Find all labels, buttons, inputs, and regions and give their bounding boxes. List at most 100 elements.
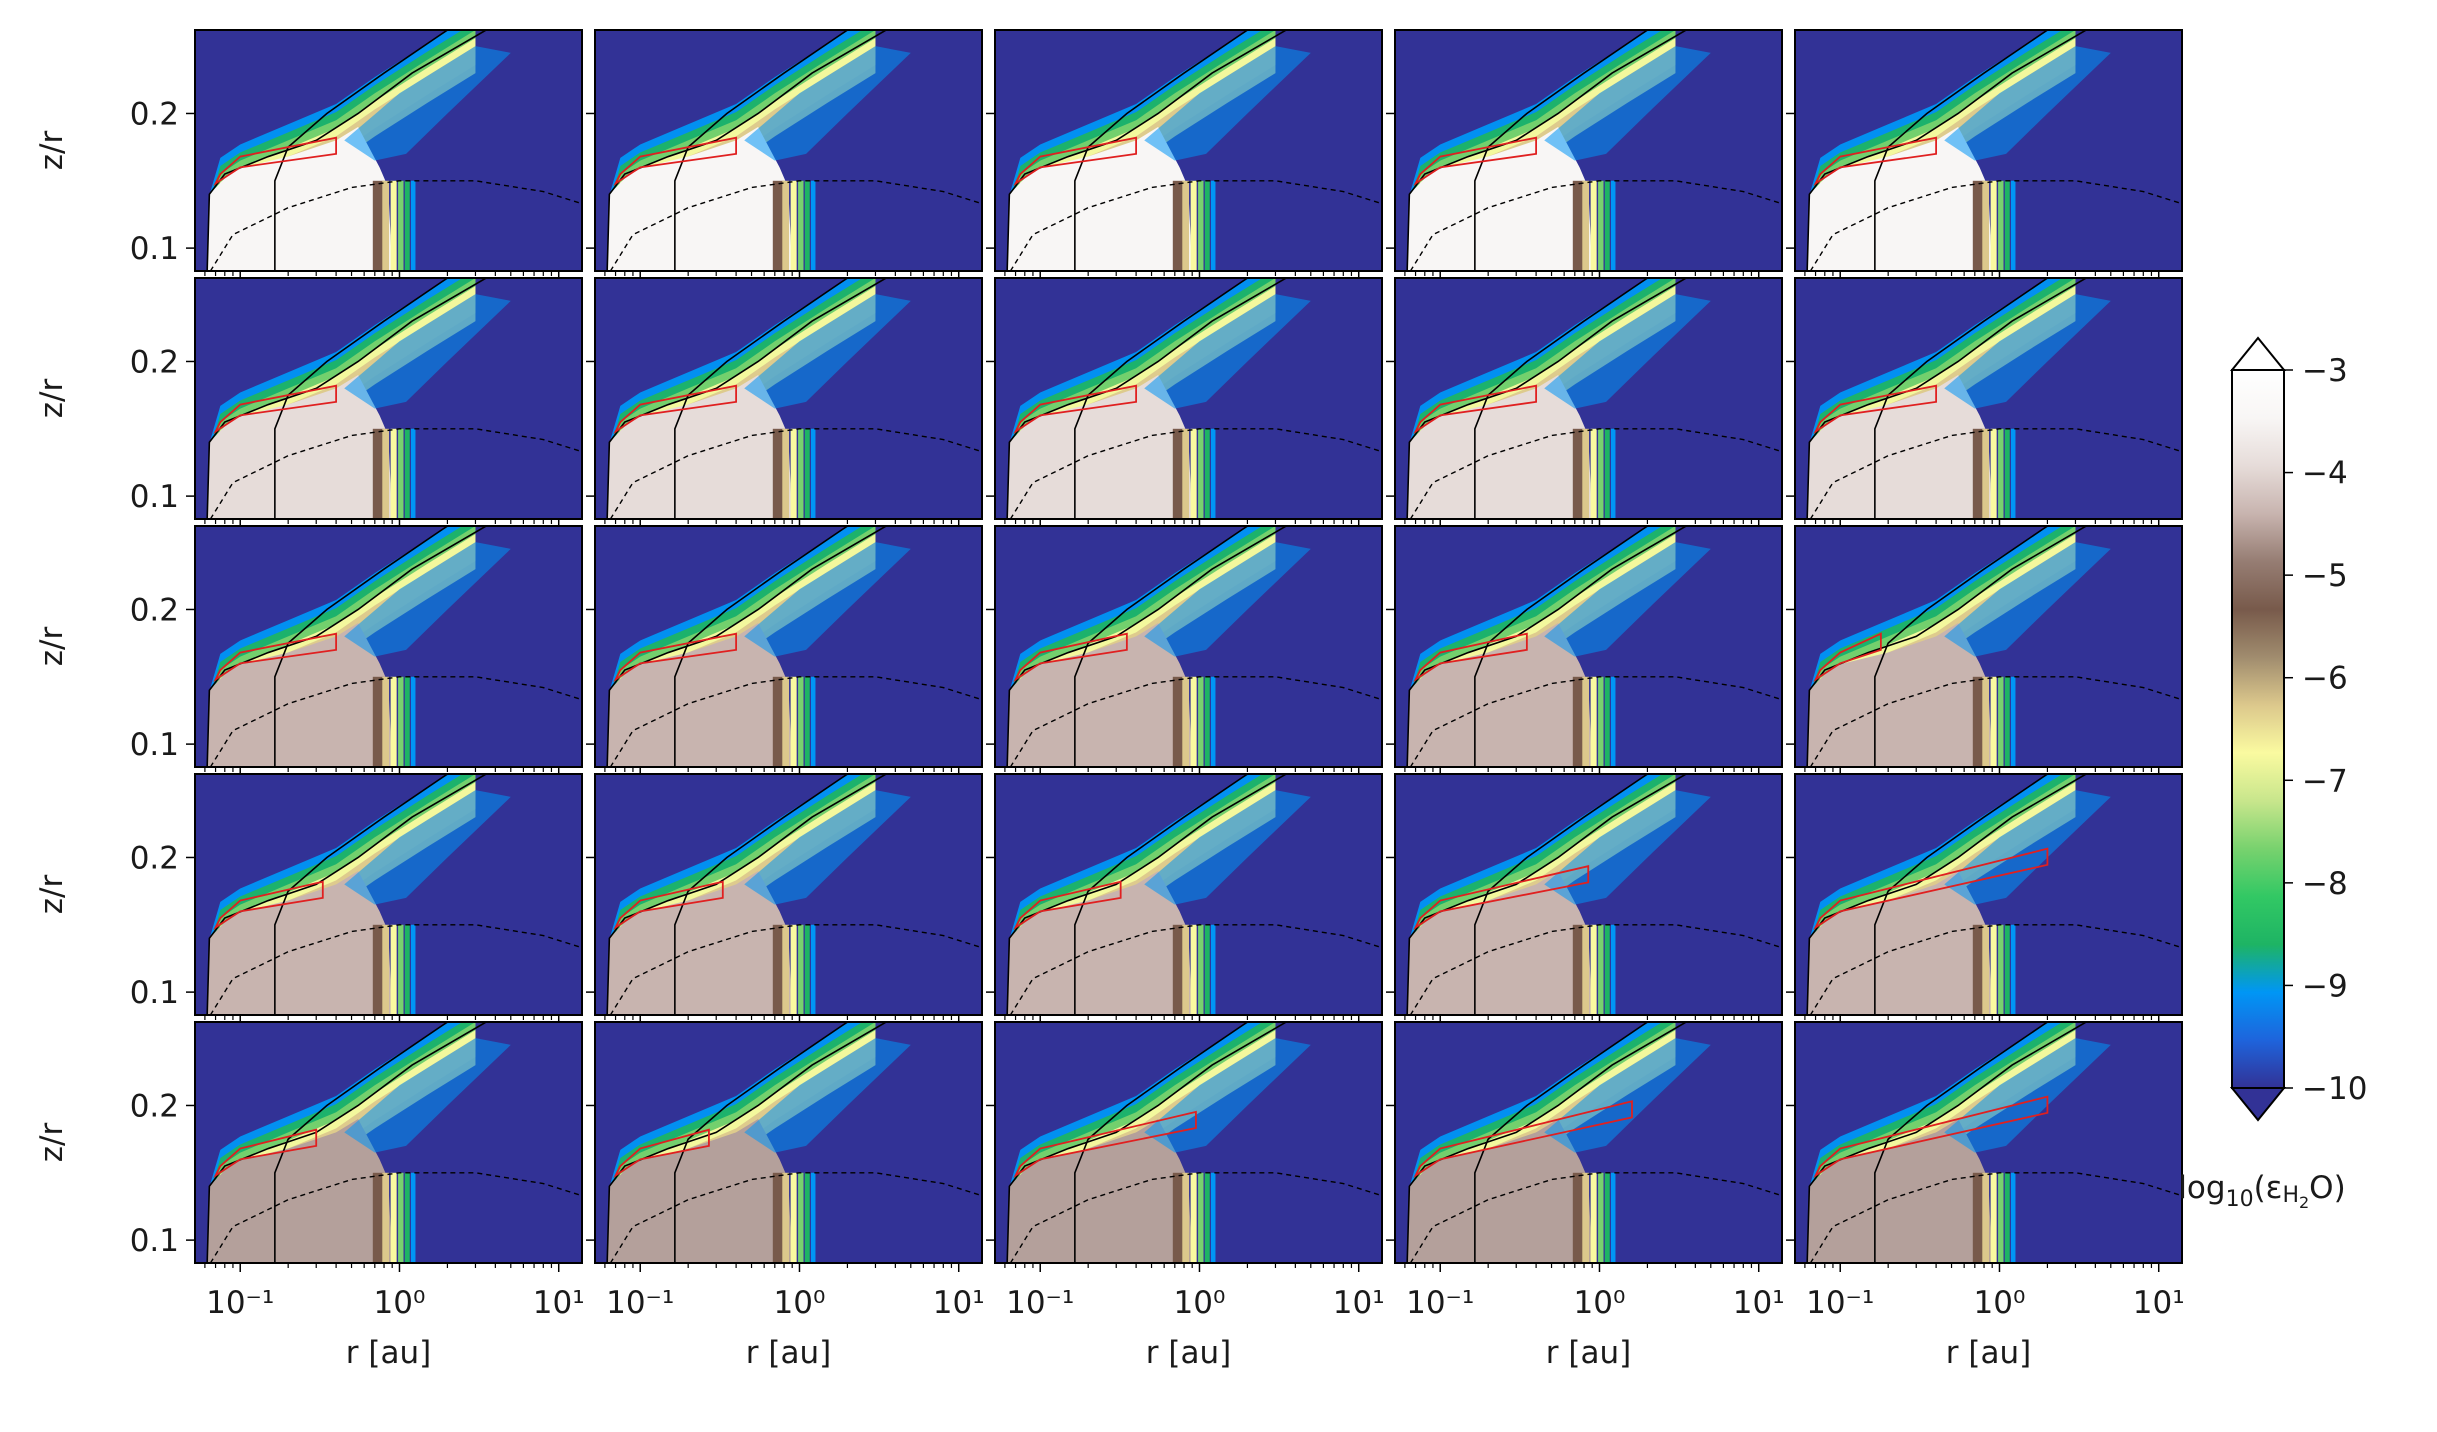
contour-inner	[674, 774, 848, 1015]
panel-frame	[1794, 277, 2183, 520]
panel-frame	[994, 277, 1383, 520]
contour-red	[1013, 384, 1138, 435]
plume	[1544, 1038, 1711, 1153]
contour-surface	[1806, 1022, 2087, 1263]
y-tick-label: 0.1	[130, 479, 179, 515]
contour-red	[1813, 1095, 2049, 1179]
panel-frame	[1394, 277, 1783, 520]
iceline-stripe	[810, 180, 816, 271]
iceline-stripe	[1190, 180, 1197, 271]
iceline-stripe	[1998, 180, 2004, 271]
panel-r2-c5	[1795, 278, 2182, 519]
colorbar-label-part: (ε	[2254, 1170, 2283, 1206]
iceline-stripe	[1198, 180, 1204, 271]
contour-red	[1413, 865, 1590, 931]
contour-surface	[1806, 774, 2087, 1015]
contour-inner	[1474, 30, 1648, 271]
contour-dashed	[609, 180, 982, 271]
iceline-stripe	[1210, 180, 1216, 271]
panel-r3-c5	[1795, 526, 2182, 767]
y-tick-label: 0.1	[130, 231, 179, 267]
x-tick-label: 10¹	[1333, 1285, 1385, 1321]
panel-r1-c2	[595, 30, 982, 271]
panel-r5-c4	[1395, 1022, 1782, 1263]
iceline-stripe	[798, 180, 804, 271]
y-tick-label: 0.2	[130, 1088, 179, 1124]
panel-frame	[194, 29, 583, 272]
iceline-stripe	[1590, 676, 1597, 767]
contour-red	[213, 632, 338, 683]
y-axis-label: z/r	[34, 1123, 70, 1163]
panel-frame	[994, 525, 1383, 768]
colorbar-tick-label: −8	[2302, 866, 2348, 902]
panel-frame	[994, 773, 1383, 1016]
iceline-stripe	[1190, 1172, 1197, 1263]
plume	[1144, 46, 1311, 161]
panel-r1-c4	[1395, 30, 1782, 271]
x-tick-label: 10⁻¹	[1406, 1285, 1474, 1321]
panel-r5-c1	[195, 1022, 582, 1263]
panel-r3-c4	[1395, 526, 1782, 767]
iceline-stripe	[782, 1172, 790, 1263]
iceline-stripe	[382, 180, 390, 271]
iceline-stripe	[1998, 1172, 2004, 1263]
panel-frame	[1394, 525, 1783, 768]
iceline-stripe	[1604, 676, 1610, 767]
iceline-stripe	[382, 676, 390, 767]
iceline-stripe	[1990, 180, 1997, 271]
plume	[744, 790, 911, 905]
colorbar-label-part: O)	[2309, 1170, 2346, 1206]
panel-frame	[594, 773, 983, 1016]
iceline-stripe	[798, 1172, 804, 1263]
colorbar-tick-label: −10	[2302, 1071, 2367, 1107]
contour-dashed	[1409, 428, 1782, 519]
contour-surface	[206, 774, 487, 1015]
axes-labels: 0.1 0.2 z/r 0.1 0.2 z/r 0.1 0.2 z/r 0.1 0.2 z/r 0.1 0…	[34, 96, 2185, 1371]
plume	[1944, 1038, 2111, 1153]
contour-inner	[1874, 30, 2048, 271]
panel-frame	[194, 773, 583, 1016]
iceline-stripe	[398, 428, 404, 519]
iceline-stripe	[804, 676, 810, 767]
disk-body	[1407, 870, 1593, 1015]
iceline-stripe	[1610, 676, 1616, 767]
iceline-stripe	[1198, 1172, 1204, 1263]
disk-body	[207, 870, 393, 1015]
iceline-stripe	[1990, 1172, 1997, 1263]
contour-inner	[1074, 774, 1248, 1015]
contour-surface	[1406, 30, 1687, 271]
iceline-stripe	[1598, 180, 1604, 271]
iceline-stripe	[1210, 428, 1216, 519]
iceline-stripe	[2004, 924, 2010, 1015]
contour-red	[1813, 632, 1882, 683]
panel-r4-c4	[1395, 774, 1782, 1015]
x-tick-label: 10¹	[533, 1285, 585, 1321]
contour-inner	[274, 1022, 448, 1263]
iceline-stripe	[2010, 180, 2016, 271]
contour-dashed	[1809, 180, 2182, 271]
disk-body	[1807, 374, 1993, 519]
contour-surface	[1006, 774, 1287, 1015]
panel-r1-c1	[195, 30, 582, 271]
contour-inner	[274, 774, 448, 1015]
y-tick-label: 0.2	[130, 96, 179, 132]
plume	[344, 46, 511, 161]
panel-r2-c4	[1395, 278, 1782, 519]
plume	[344, 1038, 511, 1153]
x-tick-label: 10¹	[2133, 1285, 2185, 1321]
iceline-stripe	[1182, 676, 1190, 767]
plume	[1144, 1038, 1311, 1153]
plume	[1944, 790, 2111, 905]
iceline-stripe	[804, 428, 810, 519]
plume	[744, 294, 911, 409]
panel-frame	[994, 29, 1383, 272]
disk-body	[1407, 622, 1593, 767]
iceline-stripe	[1982, 428, 1990, 519]
disk-body	[1007, 374, 1193, 519]
iceline-stripe	[390, 1172, 397, 1263]
iceline-stripe	[1604, 428, 1610, 519]
iceline-stripe	[1598, 428, 1604, 519]
disk-body	[607, 374, 793, 519]
iceline-stripe	[390, 924, 397, 1015]
